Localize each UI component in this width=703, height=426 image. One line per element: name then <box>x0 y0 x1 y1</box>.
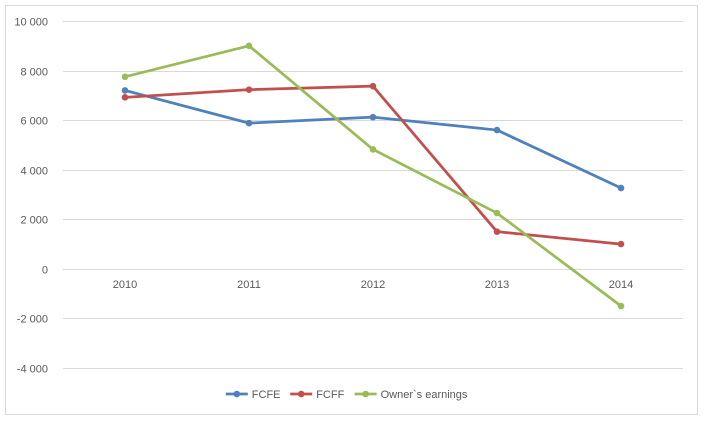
legend: FCFE FCFF Owner`s earnings <box>225 389 468 401</box>
x-tick-label: 2010 <box>113 279 137 291</box>
legend-item: Owner`s earnings <box>354 389 468 401</box>
y-tick-label: 8 000 <box>20 67 48 79</box>
chart-border <box>5 5 698 415</box>
data-point <box>617 302 625 310</box>
legend-label: Owner`s earnings <box>381 389 468 401</box>
data-point <box>369 146 377 153</box>
data-point <box>617 184 625 192</box>
y-tick-label: 4 000 <box>20 166 48 178</box>
data-point <box>245 86 253 93</box>
x-axis-ticks: 2010 2011 2012 2013 2014 <box>113 279 633 291</box>
gridlines <box>63 21 683 369</box>
legend-swatch-marker <box>233 390 241 398</box>
data-point <box>369 113 377 121</box>
y-tick-label: 0 <box>42 265 48 277</box>
data-point <box>493 228 501 235</box>
x-tick-label: 2011 <box>237 279 261 291</box>
y-tick-label: 2 000 <box>20 215 48 227</box>
data-point <box>245 42 253 50</box>
legend-swatch-marker <box>362 390 369 398</box>
data-point <box>245 119 253 127</box>
y-tick-label: 6 000 <box>20 116 48 128</box>
data-point <box>617 240 625 248</box>
data-point <box>369 82 377 90</box>
x-tick-label: 2014 <box>609 279 633 291</box>
legend-item: FCFE <box>225 389 281 401</box>
y-tick-label: -4 000 <box>17 364 48 376</box>
data-point <box>121 87 129 94</box>
legend-item: FCFF <box>290 389 345 401</box>
series-0 <box>121 87 625 192</box>
series-lines <box>121 42 625 310</box>
legend-swatch-marker <box>297 390 305 398</box>
data-point <box>121 94 129 101</box>
data-point <box>493 209 501 217</box>
legend-label: FCFF <box>316 389 344 401</box>
x-tick-label: 2013 <box>485 279 509 291</box>
data-point <box>121 73 129 81</box>
x-tick-label: 2012 <box>361 279 385 291</box>
y-tick-label: 10 000 <box>14 17 48 29</box>
legend-label: FCFE <box>252 389 281 401</box>
y-axis-ticks: 10 000 8 000 6 000 4 000 2 000 0 -2 000 -4 000 <box>14 17 48 376</box>
series-2 <box>121 42 625 310</box>
y-tick-label: -2 000 <box>17 314 48 326</box>
data-point <box>493 126 501 134</box>
series-1 <box>121 82 625 248</box>
